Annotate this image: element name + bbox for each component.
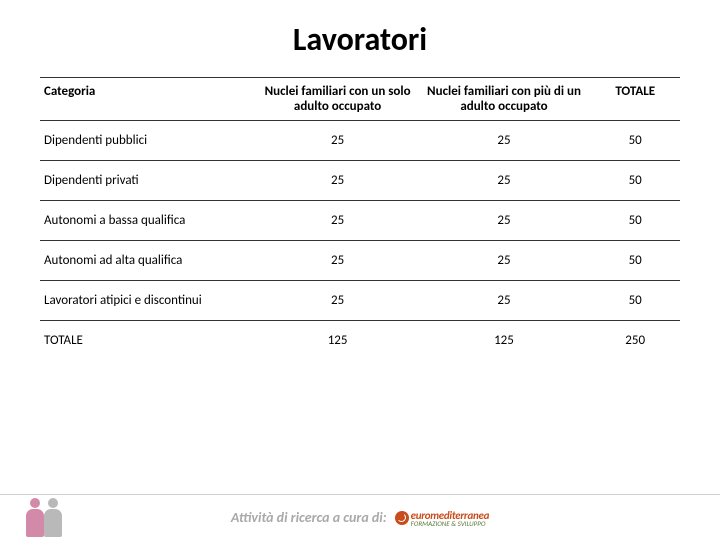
cell-value: 250 [590, 321, 680, 361]
cell-value: 25 [258, 201, 418, 241]
footer-people-icon [24, 498, 64, 538]
data-table: Categoria Nuclei familiari con un solo a… [40, 77, 680, 360]
col-header-categoria: Categoria [40, 78, 258, 121]
cell-value: 50 [590, 201, 680, 241]
logo-sub-text: FORMAZIONE & SVILUPPO [411, 521, 490, 527]
col-header-nuclei-uno: Nuclei familiari con un solo adulto occu… [258, 78, 418, 121]
cell-value: 25 [418, 201, 591, 241]
cell-category: TOTALE [40, 321, 258, 361]
cell-value: 125 [418, 321, 591, 361]
cell-value: 125 [258, 321, 418, 361]
cell-value: 25 [418, 241, 591, 281]
footer-logo: euromediterranea FORMAZIONE & SVILUPPO [395, 509, 490, 527]
cell-category: Dipendenti pubblici [40, 121, 258, 161]
table-row-total: TOTALE 125 125 250 [40, 321, 680, 361]
table-row: Lavoratori atipici e discontinui 25 25 5… [40, 281, 680, 321]
col-header-totale: TOTALE [590, 78, 680, 121]
cell-value: 25 [418, 161, 591, 201]
slide-title: Lavoratori [40, 20, 680, 59]
cell-category: Autonomi ad alta qualifica [40, 241, 258, 281]
logo-text-group: euromediterranea FORMAZIONE & SVILUPPO [411, 509, 490, 527]
table-body: Dipendenti pubblici 25 25 50 Dipendenti … [40, 121, 680, 361]
cell-value: 50 [590, 161, 680, 201]
logo-circle-icon [395, 511, 409, 525]
cell-value: 50 [590, 121, 680, 161]
slide-container: Lavoratori Categoria Nuclei familiari co… [0, 0, 720, 540]
footer-text: Attività di ricerca a cura di: [231, 509, 387, 526]
table-row: Dipendenti pubblici 25 25 50 [40, 121, 680, 161]
table-row: Autonomi a bassa qualifica 25 25 50 [40, 201, 680, 241]
cell-value: 25 [418, 281, 591, 321]
cell-value: 25 [258, 281, 418, 321]
cell-value: 25 [258, 161, 418, 201]
table-row: Autonomi ad alta qualifica 25 25 50 [40, 241, 680, 281]
cell-value: 50 [590, 281, 680, 321]
col-header-nuclei-piu: Nuclei familiari con più di un adulto oc… [418, 78, 591, 121]
footer-bar: Attività di ricerca a cura di: euromedit… [0, 494, 720, 540]
cell-value: 25 [258, 241, 418, 281]
cell-value: 25 [418, 121, 591, 161]
table-row: Dipendenti privati 25 25 50 [40, 161, 680, 201]
cell-category: Dipendenti privati [40, 161, 258, 201]
cell-category: Lavoratori atipici e discontinui [40, 281, 258, 321]
person-grey-icon [42, 498, 64, 538]
cell-value: 25 [258, 121, 418, 161]
cell-category: Autonomi a bassa qualifica [40, 201, 258, 241]
table-header-row: Categoria Nuclei familiari con un solo a… [40, 78, 680, 121]
cell-value: 50 [590, 241, 680, 281]
